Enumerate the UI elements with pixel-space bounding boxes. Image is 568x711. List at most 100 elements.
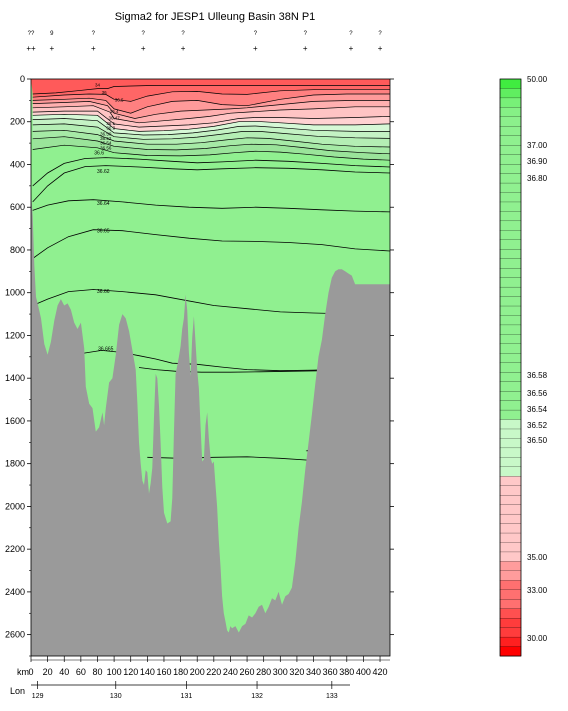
colorbar-segment <box>499 258 522 269</box>
colorbar-label: 37.00 <box>527 141 548 150</box>
contour-label: 36.62 <box>97 169 110 175</box>
contour-label-small: 36.56 <box>100 145 112 150</box>
colorbar-segment <box>499 107 522 118</box>
km-tick-label: 180 <box>173 667 188 677</box>
colorbar-segment <box>499 315 522 326</box>
station-tick: + <box>91 44 96 53</box>
depth-axis: 0 200 400 600 800 1000 1200 1400 1600 1800 2000 220… <box>5 74 394 657</box>
contour-label-small: 36.1 <box>106 121 115 126</box>
colorbar-label: 33.00 <box>527 586 548 595</box>
colorbar-segment <box>499 154 522 165</box>
km-tick-label: 240 <box>223 667 238 677</box>
colorbar-segment <box>499 296 522 307</box>
depth-tick-label: 2000 <box>5 501 25 511</box>
station-tick: + <box>141 44 146 53</box>
longitude-axis: Lon 129 130 131 132 133 <box>10 681 350 700</box>
colorbar-segment <box>499 88 522 99</box>
colorbar-segment <box>499 409 522 420</box>
station-label: ? <box>142 31 146 37</box>
colorbar-segment <box>499 173 522 184</box>
colorbar-segment <box>499 561 522 572</box>
km-tick-label: 340 <box>306 667 321 677</box>
surface-band <box>32 118 390 140</box>
contour-line <box>32 289 351 315</box>
surface-contour <box>32 93 390 114</box>
colorbar-label: 36.50 <box>527 436 548 445</box>
colorbar-label: 30.00 <box>527 634 548 643</box>
depth-tick-label: 1000 <box>5 288 25 298</box>
colorbar-label: 36.56 <box>527 389 548 398</box>
km-tick-label: 160 <box>156 667 171 677</box>
station-label: ? <box>378 31 382 37</box>
depth-tick-label: 1600 <box>5 416 25 426</box>
contour-label-small: 36.3 <box>106 126 115 131</box>
contour-label: 36.6 <box>94 151 104 157</box>
lon-tick-label: 133 <box>326 693 338 700</box>
colorbar-segment <box>499 589 522 600</box>
surface-band <box>32 100 390 123</box>
surface-contour-lines <box>32 85 390 161</box>
depth-tick-label: 0 <box>20 74 25 84</box>
km-axis: km 0 20 40 60 80 100 120 140 160 180 200 220 240 260 28… <box>17 656 390 677</box>
km-tick-label: 420 <box>373 667 388 677</box>
colorbar-segment <box>499 126 522 137</box>
station-label: ?? <box>28 31 35 37</box>
colorbar-segment <box>499 580 522 591</box>
contour-line <box>32 165 390 203</box>
colorbar-segment <box>499 447 522 458</box>
colorbar-segment <box>499 391 522 402</box>
station-label: ? <box>304 31 308 37</box>
seafloor-topography <box>31 192 390 656</box>
colorbar-segment <box>499 305 522 316</box>
depth-tick-label: 800 <box>10 245 25 255</box>
colorbar-segment <box>499 324 522 335</box>
colorbar-segment <box>499 457 522 468</box>
station-tick: + <box>303 44 308 53</box>
colorbar-segment <box>499 381 522 392</box>
km-tick-label: 220 <box>206 667 221 677</box>
lon-tick-label: 131 <box>181 693 193 700</box>
colorbar-segment <box>499 400 522 411</box>
station-tick: + <box>378 44 383 53</box>
colorbar-segment <box>499 268 522 279</box>
colorbar-label: 36.90 <box>527 157 548 166</box>
plot-frame <box>30 78 391 657</box>
station-tick: ++ <box>26 44 36 53</box>
contour-label-small: 36 <box>102 90 108 95</box>
km-tick-label: 140 <box>140 667 155 677</box>
surface-band <box>32 130 390 154</box>
contour-label-small: 34 <box>95 82 101 87</box>
depth-tick-label: 2400 <box>5 587 25 597</box>
colorbar-segment <box>499 618 522 629</box>
contour-label: 36.665 <box>98 346 114 352</box>
colorbar-segment <box>499 192 522 203</box>
colorbar-segment <box>499 249 522 260</box>
contour-label-small: 36.47 <box>108 115 120 120</box>
km-tick-label: 120 <box>123 667 138 677</box>
depth-tick-label: 200 <box>10 117 25 127</box>
colorbar-segment <box>499 135 522 146</box>
colorbar-segment <box>499 570 522 581</box>
surface-band <box>32 136 390 161</box>
surface-band <box>32 94 390 119</box>
surface-band <box>31 79 390 94</box>
km-tick-label: 100 <box>107 667 122 677</box>
colorbar-segment <box>499 627 522 638</box>
colorbar-label: 36.80 <box>527 174 548 183</box>
surface-contour <box>32 85 390 95</box>
colorbar-segment <box>499 286 522 297</box>
km-tick-label: 60 <box>76 667 86 677</box>
station-label: 9 <box>50 31 54 37</box>
colorbar-label: 36.52 <box>527 421 548 430</box>
lon-tick-label: 129 <box>32 693 44 700</box>
colorbar-segment <box>499 145 522 156</box>
colorbar-segment <box>499 438 522 449</box>
surface-contour <box>32 123 390 140</box>
colorbar-frame <box>499 78 522 657</box>
km-tick-label: 260 <box>240 667 255 677</box>
station-label: ? <box>92 31 96 37</box>
colorbar-segment <box>499 164 522 175</box>
colorbar-segment <box>499 532 522 543</box>
